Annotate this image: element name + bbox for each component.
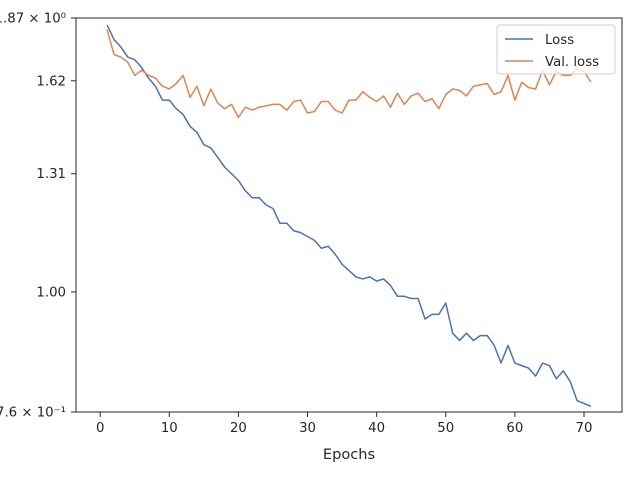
legend: Loss Val. loss — [496, 24, 616, 75]
x-axis-label: Epochs — [323, 446, 375, 463]
legend-label-val-loss: Val. loss — [545, 55, 599, 70]
series-line-val-loss — [106, 29, 592, 119]
x-tick-label: 0 — [96, 421, 104, 436]
x-tick-label: 30 — [299, 421, 316, 436]
y-tick-label: 1.00 — [36, 285, 66, 300]
x-tick-label: 70 — [576, 421, 593, 436]
legend-label-loss: Loss — [545, 33, 574, 48]
x-axis-ticks: 0 10 20 30 40 50 60 70 — [96, 412, 592, 436]
series-lines — [106, 24, 592, 407]
y-tick-label: 1.62 — [36, 74, 66, 89]
series-line-loss — [106, 24, 592, 407]
y-axis-ticks: 7.6 × 10⁻¹ 1.00 1.31 1.62 1.87 × 10⁰ — [0, 12, 76, 421]
x-tick-label: 20 — [230, 421, 247, 436]
x-tick-label: 60 — [506, 421, 523, 436]
y-tick-label: 1.31 — [36, 167, 66, 182]
x-tick-label: 10 — [161, 421, 178, 436]
x-tick-label: 50 — [437, 421, 454, 436]
x-tick-label: 40 — [368, 421, 385, 436]
plot-area-frame — [75, 17, 623, 413]
y-tick-label: 1.87 × 10⁰ — [0, 12, 66, 27]
y-tick-label: 7.6 × 10⁻¹ — [0, 406, 66, 421]
